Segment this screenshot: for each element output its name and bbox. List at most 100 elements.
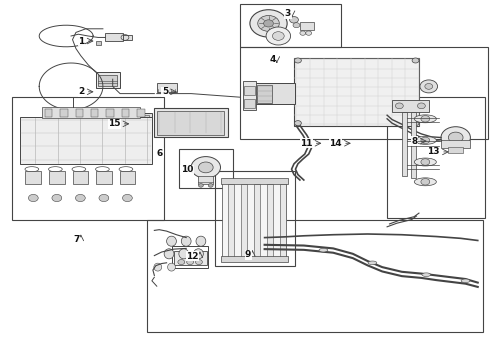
Circle shape	[258, 15, 279, 31]
Bar	[91, 109, 98, 117]
Ellipse shape	[164, 249, 174, 259]
Bar	[106, 109, 114, 117]
Bar	[267, 184, 273, 259]
Circle shape	[208, 184, 213, 187]
Circle shape	[264, 20, 273, 27]
Bar	[20, 117, 152, 164]
Circle shape	[293, 23, 300, 28]
Circle shape	[191, 157, 220, 178]
Bar	[96, 41, 101, 45]
Bar	[172, 246, 208, 268]
Circle shape	[412, 58, 419, 63]
Bar	[12, 97, 164, 220]
Bar	[448, 147, 463, 153]
Bar	[254, 184, 260, 259]
Ellipse shape	[422, 273, 431, 276]
Circle shape	[421, 159, 430, 165]
Bar	[96, 171, 112, 184]
Text: 9: 9	[245, 251, 251, 259]
Bar	[294, 58, 419, 126]
Circle shape	[417, 103, 425, 109]
Text: 10: 10	[181, 165, 193, 174]
Circle shape	[250, 10, 287, 37]
Circle shape	[421, 116, 430, 122]
Bar	[387, 97, 485, 218]
Text: 12: 12	[186, 252, 199, 261]
Bar	[157, 111, 224, 135]
Bar	[220, 256, 288, 262]
Ellipse shape	[461, 279, 470, 283]
Bar	[179, 149, 233, 188]
Bar	[60, 109, 68, 117]
Circle shape	[421, 179, 430, 185]
Bar	[411, 112, 416, 178]
Circle shape	[198, 162, 213, 173]
Bar	[255, 83, 295, 104]
Circle shape	[122, 194, 132, 202]
Bar	[402, 112, 407, 176]
Bar	[241, 184, 247, 259]
Circle shape	[99, 194, 109, 202]
Text: 6: 6	[157, 149, 163, 158]
Bar	[222, 182, 286, 261]
Circle shape	[178, 260, 185, 265]
Ellipse shape	[415, 136, 436, 144]
Circle shape	[395, 103, 403, 109]
Bar	[154, 108, 228, 137]
Ellipse shape	[167, 236, 176, 246]
Bar	[243, 81, 256, 110]
Bar	[392, 100, 429, 112]
Ellipse shape	[168, 263, 175, 271]
Bar	[105, 33, 122, 41]
Bar	[73, 171, 88, 184]
Bar	[122, 109, 129, 117]
Ellipse shape	[415, 115, 436, 123]
Text: 13: 13	[427, 148, 440, 156]
Ellipse shape	[415, 178, 436, 186]
Ellipse shape	[319, 248, 328, 252]
Text: 4: 4	[270, 55, 276, 64]
Bar	[76, 109, 83, 117]
Bar	[280, 184, 286, 259]
Circle shape	[294, 121, 301, 126]
Bar	[244, 86, 255, 95]
Text: 7: 7	[74, 235, 80, 244]
Bar	[49, 171, 65, 184]
Text: 15: 15	[108, 120, 121, 129]
Bar	[441, 140, 470, 148]
Circle shape	[187, 260, 194, 265]
Bar	[240, 4, 341, 47]
Bar	[228, 184, 234, 259]
Circle shape	[294, 58, 301, 63]
Circle shape	[290, 17, 298, 23]
Bar	[215, 171, 295, 266]
Bar	[147, 220, 483, 332]
Text: 11: 11	[300, 139, 313, 148]
Text: 2: 2	[78, 87, 85, 96]
Circle shape	[421, 137, 430, 144]
Bar	[198, 176, 213, 184]
Bar	[98, 75, 117, 86]
Text: 1: 1	[78, 37, 85, 46]
Bar	[114, 113, 152, 130]
Bar	[115, 115, 149, 129]
Ellipse shape	[194, 249, 203, 259]
Circle shape	[198, 184, 203, 187]
Bar	[244, 99, 255, 108]
Bar	[300, 22, 314, 30]
Bar	[45, 109, 52, 117]
Circle shape	[52, 194, 62, 202]
Bar	[157, 83, 177, 92]
Ellipse shape	[154, 263, 162, 271]
Circle shape	[420, 80, 438, 93]
Bar	[240, 47, 488, 139]
Bar	[137, 109, 145, 117]
Text: 8: 8	[412, 136, 418, 145]
Ellipse shape	[181, 236, 191, 246]
Ellipse shape	[179, 249, 189, 259]
Ellipse shape	[196, 236, 206, 246]
Ellipse shape	[368, 261, 377, 265]
Bar	[120, 171, 135, 184]
Circle shape	[266, 27, 291, 45]
Bar	[25, 171, 41, 184]
